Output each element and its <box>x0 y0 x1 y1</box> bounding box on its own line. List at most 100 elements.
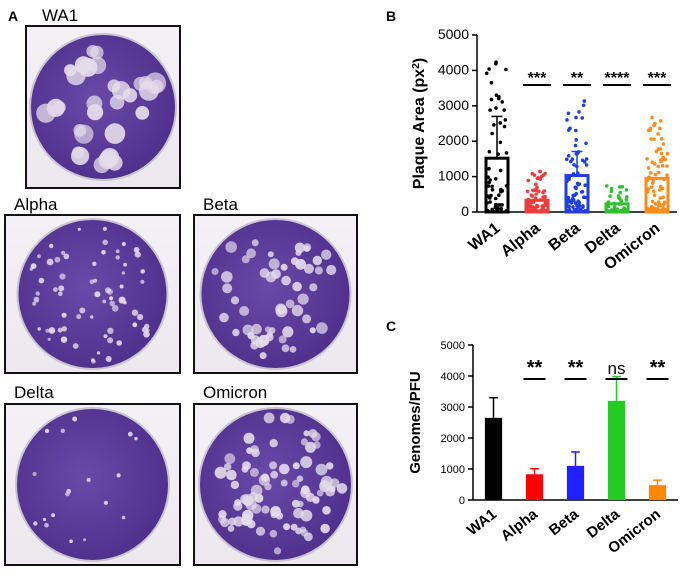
plaque-spot <box>139 76 153 90</box>
bar <box>604 202 630 214</box>
plaque-spot <box>44 428 50 434</box>
panel-a-letter: A <box>8 8 19 24</box>
plaque-spot <box>278 463 290 475</box>
plaque-spot <box>60 336 68 343</box>
genomes-per-pfu-chart: 0 1000 2000 3000 4000 5000 Genomes/PFU WA1 ** Alp… <box>407 340 678 557</box>
data-point <box>652 193 657 197</box>
plaque-spot <box>219 312 229 323</box>
data-point <box>572 193 577 198</box>
plaque-spot <box>280 263 288 271</box>
plaque-spot <box>230 296 240 305</box>
data-point <box>658 119 663 123</box>
plaque-spot <box>90 315 94 319</box>
plaque-spot <box>137 314 144 321</box>
plaque-spot <box>316 322 328 334</box>
significance-label: ** <box>571 70 584 87</box>
data-point <box>584 157 589 161</box>
data-point <box>656 132 660 136</box>
plaque-spot <box>251 239 259 247</box>
data-point <box>659 159 663 164</box>
plaque-spot <box>118 296 126 304</box>
data-point <box>490 131 494 136</box>
data-point <box>579 190 584 194</box>
plaque-spot <box>290 257 299 265</box>
plaque-spot <box>224 453 236 465</box>
plaque-spot <box>295 527 302 535</box>
y-tick-label: 3000 <box>441 402 465 414</box>
plaque-spot <box>49 328 54 334</box>
plaque-spot <box>300 456 313 469</box>
plaque-spot <box>294 242 306 253</box>
plaque-spot <box>57 327 63 333</box>
significance-label: *** <box>648 70 667 87</box>
plaque-spot <box>211 268 219 275</box>
plaque-spot <box>296 475 304 482</box>
plaque-spot <box>273 547 282 555</box>
plaque-spot <box>115 255 120 260</box>
plaque-spot <box>30 263 37 269</box>
plaque-spot <box>145 328 150 333</box>
plaque-spot <box>87 104 104 121</box>
plaque-spot <box>225 241 237 253</box>
data-point <box>530 171 535 176</box>
data-point <box>487 149 492 154</box>
plaque-spot <box>314 266 323 275</box>
category-label: Beta <box>546 220 584 255</box>
plaque-spot <box>61 326 67 332</box>
plaque-spot <box>109 94 125 110</box>
plaque-spot <box>303 243 312 252</box>
plaque-spot <box>241 515 252 526</box>
plaque-spot <box>270 511 278 519</box>
data-point <box>497 193 501 197</box>
plaque-spot <box>73 124 87 137</box>
plaque-spot <box>58 285 65 292</box>
data-point <box>659 151 664 156</box>
bar <box>524 198 550 214</box>
significance-label: **** <box>605 70 631 87</box>
plaque-spot <box>283 523 291 531</box>
plaque-spot <box>321 249 332 260</box>
y-tick-label: 1000 <box>438 168 469 184</box>
plaque-spot <box>109 296 114 301</box>
plate-label-beta: Beta <box>203 195 238 214</box>
data-point <box>658 126 662 131</box>
bar <box>607 400 626 500</box>
plaque-spot <box>269 461 278 470</box>
plaque-spot <box>134 251 141 258</box>
data-point <box>645 157 649 161</box>
plaque-spot <box>103 500 108 505</box>
plaque-spot <box>312 496 320 504</box>
plaque-spot <box>281 344 290 353</box>
plaque-spot <box>292 281 302 292</box>
data-point <box>486 184 491 188</box>
plate-stain <box>18 220 167 368</box>
plaque-spot <box>282 326 294 338</box>
plaque-spot <box>303 430 310 437</box>
data-point <box>583 195 588 200</box>
plaque-spot <box>92 261 97 266</box>
data-point <box>525 189 530 194</box>
plaque-spot <box>329 478 340 488</box>
data-point <box>624 198 629 202</box>
data-point <box>616 195 621 200</box>
plaque-spot <box>116 340 122 346</box>
plaque-spot <box>259 352 267 360</box>
plaque-spot <box>86 477 91 482</box>
data-point <box>541 173 546 178</box>
y-tick-label: 0 <box>461 203 469 219</box>
plaque-spot <box>37 327 41 331</box>
plaque-spot <box>265 271 277 283</box>
plaque-spot <box>322 506 331 515</box>
data-point <box>655 207 659 211</box>
plaque-spot <box>53 287 58 292</box>
data-point <box>542 189 547 193</box>
data-point <box>653 202 658 206</box>
data-point <box>534 188 538 192</box>
data-point <box>649 185 654 189</box>
plaque-spot <box>268 258 280 270</box>
plaque-spot <box>309 283 318 292</box>
data-point <box>656 170 661 175</box>
plaque-spot <box>304 532 313 542</box>
data-point <box>494 203 498 208</box>
data-point <box>661 195 666 200</box>
